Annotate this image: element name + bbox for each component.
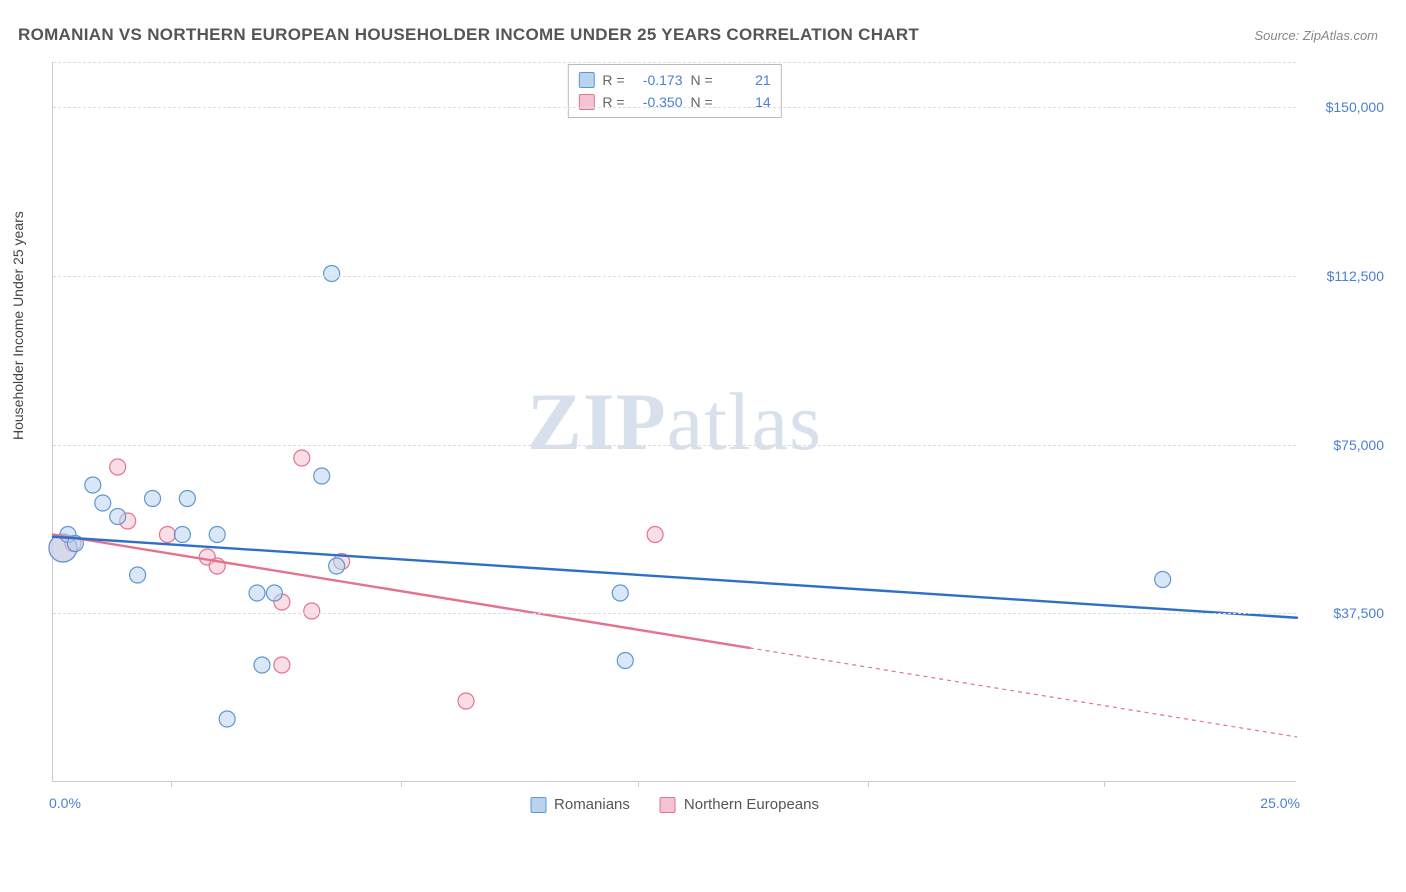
stats-box: R = -0.173 N = 21 R = -0.350 N = 14 <box>567 64 781 118</box>
data-point <box>110 509 126 525</box>
n-value-northern: 14 <box>721 91 771 113</box>
y-tick-label: $75,000 <box>1333 437 1384 453</box>
legend-swatch-northern <box>660 797 676 813</box>
n-label: N = <box>691 91 713 113</box>
data-point <box>95 495 111 511</box>
x-max-label: 25.0% <box>1260 795 1300 811</box>
data-point <box>274 657 290 673</box>
y-tick-label: $37,500 <box>1333 605 1384 621</box>
legend-item-northern: Northern Europeans <box>660 796 819 813</box>
x-tick <box>1104 781 1105 787</box>
data-point <box>612 585 628 601</box>
chart-area: ZIPatlas R = -0.173 N = 21 R = -0.350 N … <box>52 62 1296 782</box>
data-point <box>174 527 190 543</box>
data-point <box>266 585 282 601</box>
y-tick-label: $150,000 <box>1326 99 1384 115</box>
legend-item-romanians: Romanians <box>530 796 630 813</box>
x-tick <box>171 781 172 787</box>
r-label: R = <box>602 69 624 91</box>
y-tick-label: $112,500 <box>1327 268 1384 284</box>
data-point <box>324 266 340 282</box>
data-point <box>110 459 126 475</box>
data-point <box>458 693 474 709</box>
gridline <box>53 107 1296 108</box>
data-point <box>145 491 161 507</box>
legend-swatch-romanians <box>530 797 546 813</box>
data-point <box>617 653 633 669</box>
data-point <box>314 468 330 484</box>
x-tick <box>401 781 402 787</box>
data-point <box>304 603 320 619</box>
data-point <box>254 657 270 673</box>
plot-svg <box>53 62 1296 781</box>
r-value-romanians: -0.173 <box>633 69 683 91</box>
data-point <box>219 711 235 727</box>
gridline <box>53 445 1296 446</box>
data-point <box>647 527 663 543</box>
data-point <box>179 491 195 507</box>
r-label: R = <box>602 91 624 113</box>
x-tick <box>868 781 869 787</box>
data-point <box>85 477 101 493</box>
stats-row-romanians: R = -0.173 N = 21 <box>578 69 770 91</box>
data-point <box>329 558 345 574</box>
r-value-northern: -0.350 <box>633 91 683 113</box>
legend-label-northern: Northern Europeans <box>684 796 819 813</box>
gridline <box>53 62 1296 63</box>
y-axis-label: Householder Income Under 25 years <box>10 211 26 440</box>
data-point <box>130 567 146 583</box>
x-tick <box>638 781 639 787</box>
legend-label-romanians: Romanians <box>554 796 630 813</box>
swatch-romanians <box>578 72 594 88</box>
chart-title: ROMANIAN VS NORTHERN EUROPEAN HOUSEHOLDE… <box>18 25 919 45</box>
n-value-romanians: 21 <box>721 69 771 91</box>
data-point <box>294 450 310 466</box>
x-min-label: 0.0% <box>49 795 81 811</box>
gridline <box>53 613 1296 614</box>
data-point <box>159 527 175 543</box>
bottom-legend: Romanians Northern Europeans <box>530 796 819 813</box>
n-label: N = <box>691 69 713 91</box>
stats-row-northern: R = -0.350 N = 14 <box>578 91 770 113</box>
data-point <box>249 585 265 601</box>
gridline <box>53 276 1296 277</box>
source-attribution: Source: ZipAtlas.com <box>1254 28 1378 43</box>
data-point <box>1155 572 1171 588</box>
data-point <box>209 527 225 543</box>
